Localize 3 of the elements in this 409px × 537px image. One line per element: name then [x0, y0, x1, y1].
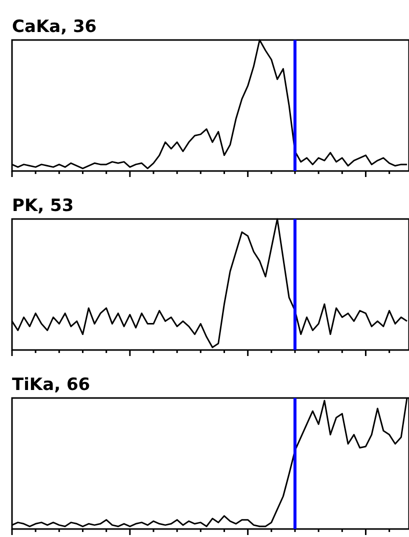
chart-title: CaKa, 36	[12, 17, 97, 37]
chart-title: PK, 53	[12, 196, 74, 216]
chart-title: TiKa, 66	[12, 375, 90, 395]
